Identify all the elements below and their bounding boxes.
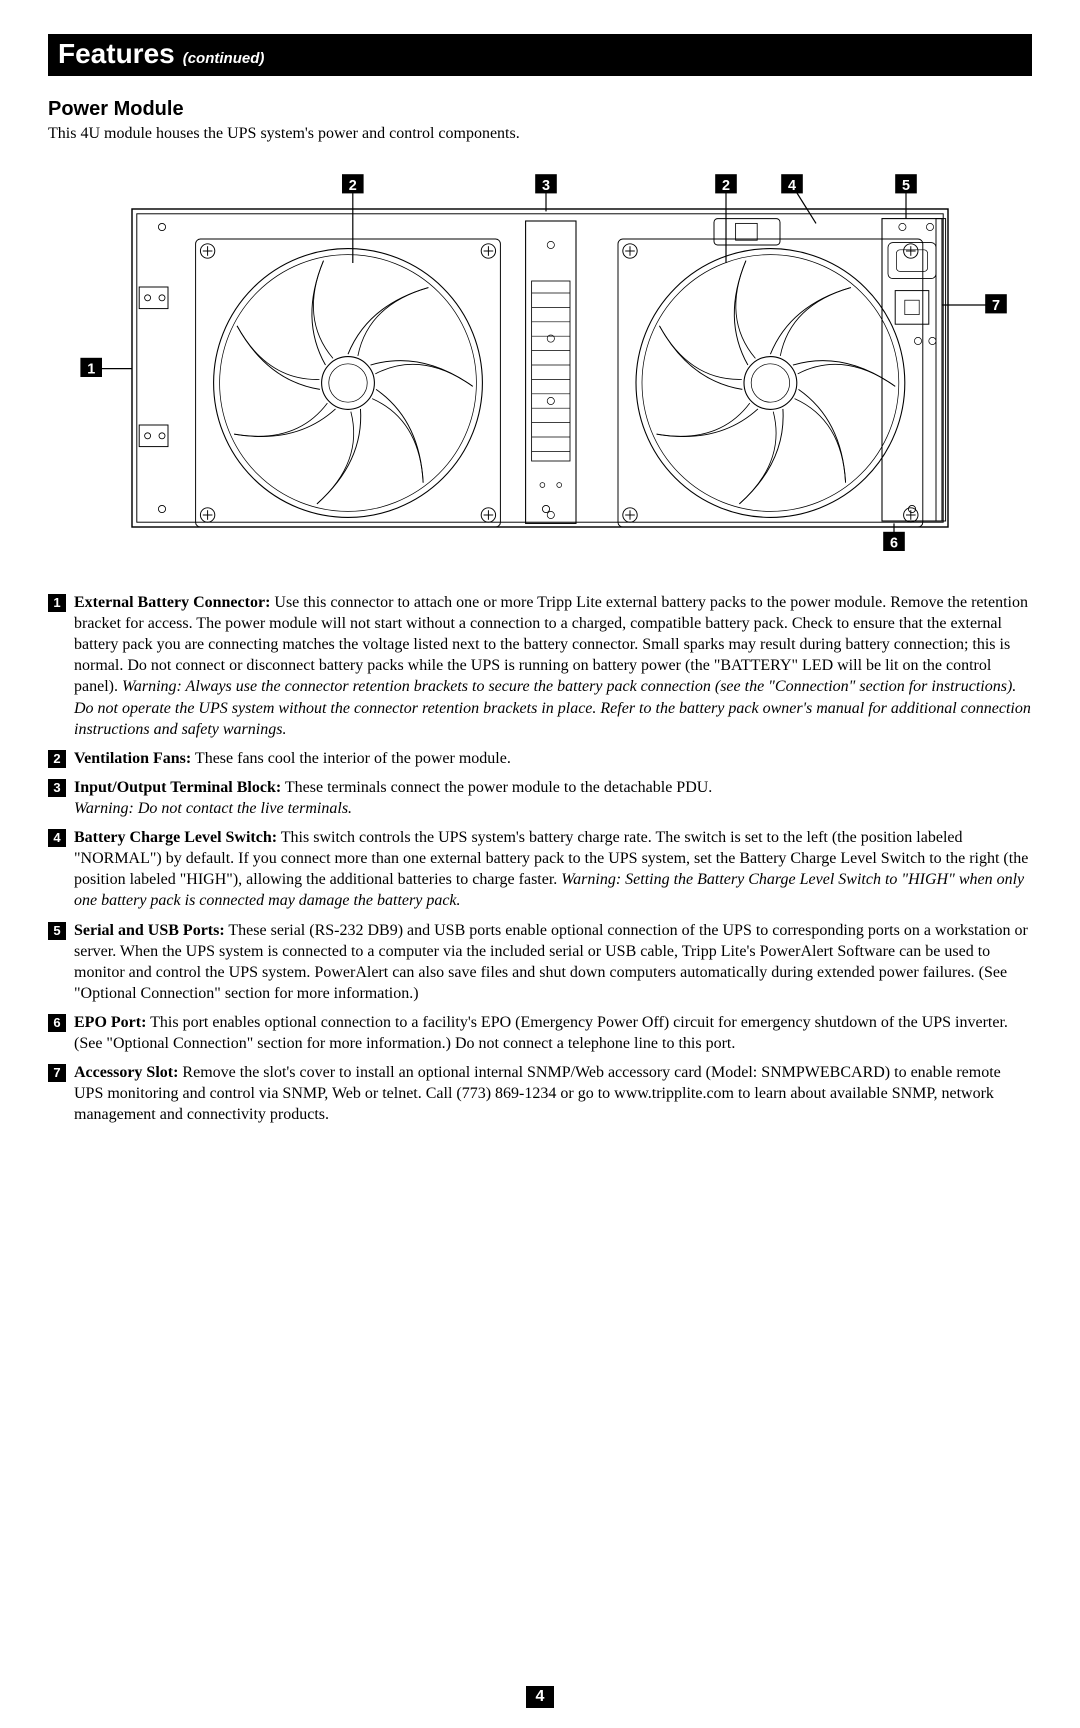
feature-badge: 4 [48,829,66,847]
feature-badge: 7 [48,1064,66,1082]
power-module-diagram: 1 2 3 2 4 5 7 6 [48,161,1032,574]
feature-text: Accessory Slot: Remove the slot's cover … [74,1062,1032,1125]
svg-text:1: 1 [87,361,95,377]
feature-badge: 2 [48,750,66,768]
feature-badge: 5 [48,922,66,940]
svg-text:5: 5 [902,178,910,194]
svg-text:3: 3 [542,178,550,194]
feature-item-4: 4 Battery Charge Level Switch: This swit… [48,827,1032,911]
feature-badge: 6 [48,1014,66,1032]
svg-text:2: 2 [349,178,357,194]
feature-item-6: 6 EPO Port: This port enables optional c… [48,1012,1032,1054]
header-bar: Features (continued) [48,34,1032,76]
header-subtitle: (continued) [183,50,265,67]
feature-item-1: 1 External Battery Connector: Use this c… [48,592,1032,740]
feature-text: EPO Port: This port enables optional con… [74,1012,1032,1054]
section-title: Power Module [48,98,1032,121]
header-title: Features [58,38,175,70]
svg-text:6: 6 [890,535,898,551]
feature-item-7: 7 Accessory Slot: Remove the slot's cove… [48,1062,1032,1125]
feature-badge: 1 [48,594,66,612]
feature-text: Battery Charge Level Switch: This switch… [74,827,1032,911]
feature-text: External Battery Connector: Use this con… [74,592,1032,740]
svg-text:7: 7 [992,298,1000,314]
feature-badge: 3 [48,779,66,797]
feature-text: Input/Output Terminal Block: These termi… [74,777,712,819]
feature-text: Ventilation Fans: These fans cool the in… [74,748,511,769]
feature-list: 1 External Battery Connector: Use this c… [48,592,1032,1126]
feature-text: Serial and USB Ports: These serial (RS-2… [74,920,1032,1004]
svg-text:4: 4 [788,178,796,194]
feature-item-2: 2 Ventilation Fans: These fans cool the … [48,748,1032,769]
feature-item-5: 5 Serial and USB Ports: These serial (RS… [48,920,1032,1004]
feature-item-3: 3 Input/Output Terminal Block: These ter… [48,777,1032,819]
section-intro: This 4U module houses the UPS system's p… [48,125,1032,143]
page-number: 4 [48,1686,1032,1708]
svg-text:2: 2 [722,178,730,194]
